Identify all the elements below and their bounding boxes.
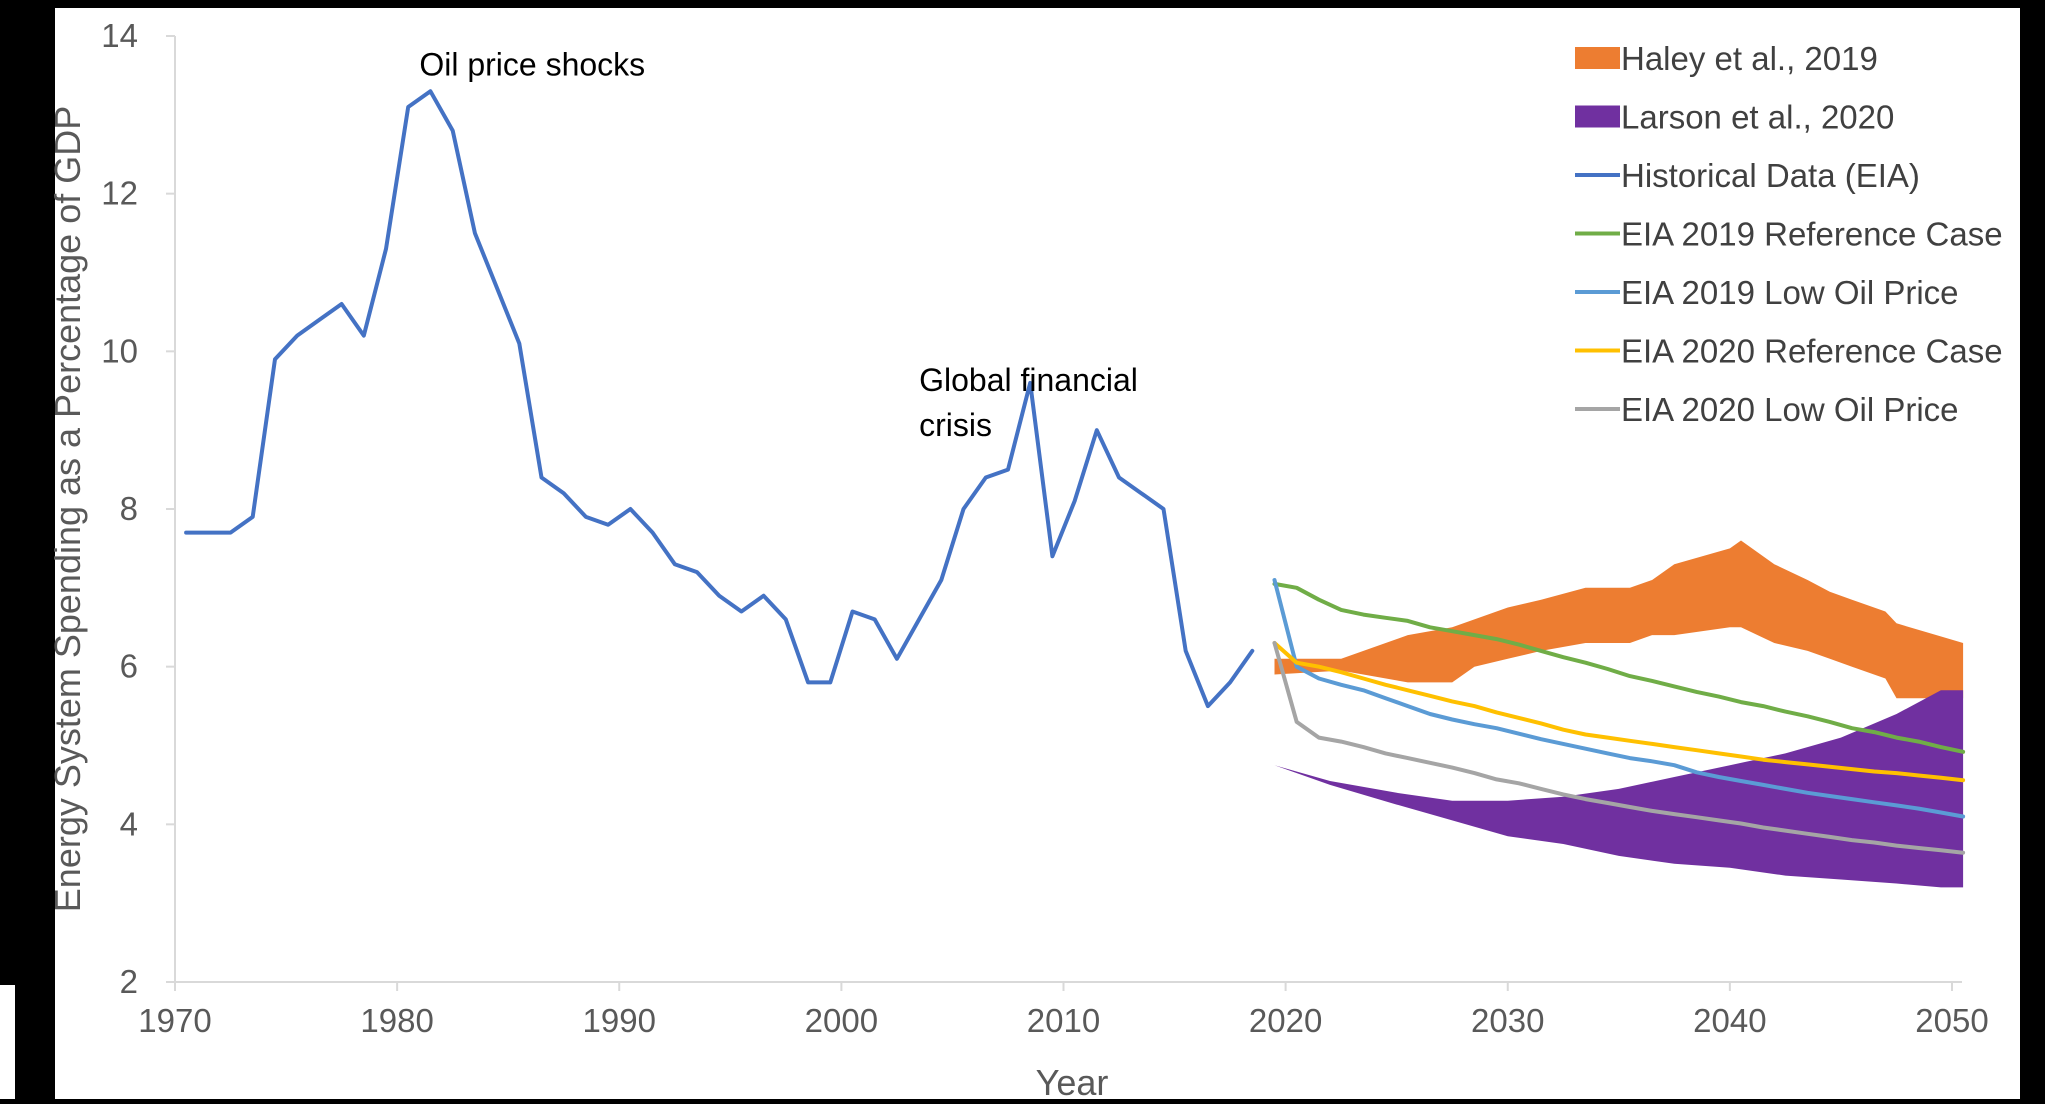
- annotation-0: Oil price shocks: [419, 46, 645, 82]
- series-line-6: [1272, 641, 1966, 855]
- legend-label-4: EIA 2019 Low Oil Price: [1621, 274, 1959, 311]
- y-tick-label: 8: [120, 490, 138, 527]
- y-tick-label: 4: [120, 805, 138, 842]
- y-tick-label: 10: [101, 332, 138, 369]
- x-tick-label: 2040: [1693, 1002, 1766, 1039]
- x-tick-label: 2010: [1027, 1002, 1100, 1039]
- y-tick-label: 12: [101, 175, 138, 212]
- series-line-2: [184, 89, 1255, 709]
- legend-label-0: Haley et al., 2019: [1621, 40, 1878, 77]
- chart-background: [55, 8, 2020, 1099]
- legend-label-3: EIA 2019 Reference Case: [1621, 216, 2003, 253]
- legend-label-1: Larson et al., 2020: [1621, 99, 1894, 136]
- axes-layer: 1970 1980 1990 2000 2010 2020 2030 2040 2050 2 4 6 8…: [101, 17, 1988, 1039]
- series-line-4: [1272, 578, 1966, 819]
- annotation-layer: Oil price shocks Global financial crisis: [419, 46, 1138, 442]
- series-line-3: [1272, 581, 1966, 754]
- x-tick-label: 2050: [1915, 1002, 1988, 1039]
- x-axis-title: Year: [1036, 1062, 1109, 1099]
- legend-swatch-1: [1575, 105, 1620, 128]
- x-tick-label: 2000: [805, 1002, 878, 1039]
- annotation-line: Global financial: [919, 362, 1138, 398]
- series-line-5: [1272, 641, 1966, 783]
- y-tick-label: 2: [120, 963, 138, 1000]
- legend-label-2: Historical Data (EIA): [1621, 157, 1920, 194]
- x-tick-label: 2030: [1471, 1002, 1544, 1039]
- legend-label-6: EIA 2020 Low Oil Price: [1621, 391, 1959, 428]
- legend-label-5: EIA 2020 Reference Case: [1621, 333, 2003, 370]
- y-tick-label: 14: [101, 17, 138, 54]
- left-edge-strip: [0, 985, 15, 1099]
- line-layer: [184, 89, 1966, 855]
- x-tick-label: 1970: [138, 1002, 211, 1039]
- band-1: [1274, 690, 1964, 888]
- annotation-line: crisis: [919, 407, 992, 443]
- band-0: [1274, 540, 1964, 699]
- y-tick-label: 6: [120, 648, 138, 685]
- x-tick-label: 1990: [583, 1002, 656, 1039]
- y-axis-title: Energy System Spending as a Percentage o…: [47, 106, 88, 912]
- legend: Haley et al., 2019 Larson et al., 2020 His…: [1575, 40, 2003, 428]
- band-layer: [1274, 540, 1964, 888]
- annotation-1: Global financial crisis: [919, 362, 1138, 443]
- x-tick-label: 2020: [1249, 1002, 1322, 1039]
- legend-swatch-0: [1575, 47, 1620, 69]
- x-tick-label: 1980: [360, 1002, 433, 1039]
- annotation-line: Oil price shocks: [419, 46, 645, 82]
